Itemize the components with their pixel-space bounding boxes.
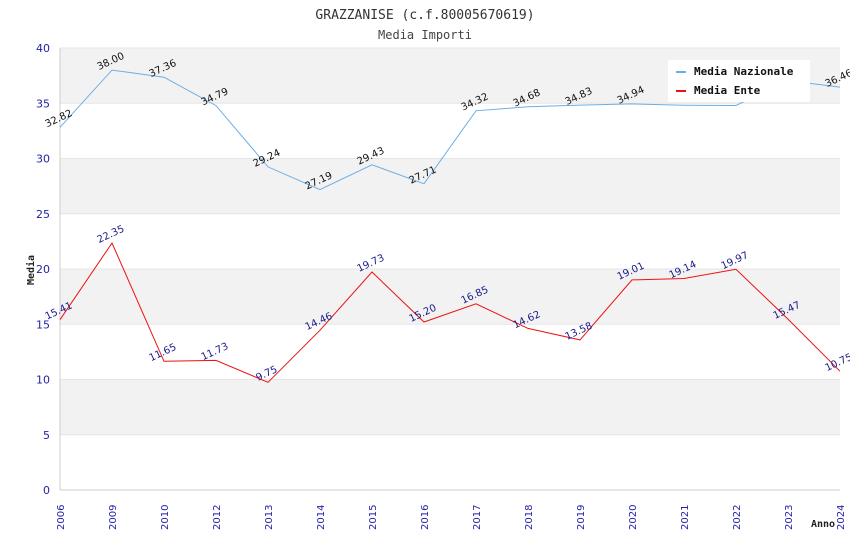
chart-title: GRAZZANISE (c.f.80005670619) bbox=[315, 8, 534, 23]
x-tick-label: 2012 bbox=[212, 505, 223, 530]
x-tick-label: 2018 bbox=[524, 505, 535, 530]
x-tick-label: 2009 bbox=[108, 505, 119, 530]
grid-band bbox=[60, 158, 840, 214]
y-tick-label: 10 bbox=[36, 374, 50, 387]
y-tick-label: 5 bbox=[43, 429, 50, 442]
y-tick-label: 15 bbox=[36, 318, 50, 331]
grid-band bbox=[60, 103, 840, 159]
y-axis-label: Media bbox=[25, 255, 37, 285]
grid-band bbox=[60, 213, 840, 269]
y-tick-label: 20 bbox=[36, 263, 50, 276]
x-tick-label: 2020 bbox=[628, 505, 639, 530]
series-line-media-ente bbox=[59, 241, 841, 383]
x-tick-label: 2010 bbox=[160, 505, 171, 530]
series-line-media-nazionale bbox=[59, 69, 841, 191]
x-tick-label: 2021 bbox=[680, 505, 691, 530]
grid-band bbox=[60, 324, 840, 380]
y-tick-label: 40 bbox=[36, 42, 50, 55]
x-tick-label: 2013 bbox=[264, 505, 275, 530]
x-tick-label: 2015 bbox=[368, 505, 379, 530]
x-tick-label: 2014 bbox=[316, 505, 327, 530]
y-tick-label: 25 bbox=[36, 208, 50, 221]
legend-label-media-ente: Media Ente bbox=[694, 84, 761, 97]
legend-label-media-nazionale: Media Nazionale bbox=[694, 65, 794, 78]
grid-bands bbox=[60, 48, 840, 490]
x-tick-label: 2006 bbox=[56, 505, 67, 530]
chart-subtitle: Media Importi bbox=[378, 28, 472, 42]
series-lines bbox=[59, 69, 841, 383]
y-tick-label: 35 bbox=[36, 97, 50, 110]
x-tick-label: 2022 bbox=[732, 505, 743, 530]
x-axis-label: Anno bbox=[811, 519, 835, 530]
x-tick-label: 2019 bbox=[576, 505, 587, 530]
x-tick-label: 2016 bbox=[420, 505, 431, 530]
x-tick-label: 2023 bbox=[784, 505, 795, 530]
grid-band bbox=[60, 379, 840, 435]
x-tick-label: 2024 bbox=[836, 505, 847, 530]
grid-band bbox=[60, 269, 840, 325]
x-tick-label: 2017 bbox=[472, 505, 483, 530]
axes bbox=[59, 48, 840, 491]
y-tick-label: 0 bbox=[43, 484, 50, 497]
y-tick-labels: 0 5 10 15 20 25 30 35 40 bbox=[36, 42, 50, 497]
legend: Media Nazionale Media Ente bbox=[668, 60, 810, 102]
grid-band bbox=[60, 434, 840, 490]
legend-box bbox=[668, 60, 810, 102]
y-tick-label: 30 bbox=[36, 153, 50, 166]
x-tick-labels: 2006 2009 2010 2012 2013 2014 2015 2016 2017 2018… bbox=[56, 505, 847, 530]
